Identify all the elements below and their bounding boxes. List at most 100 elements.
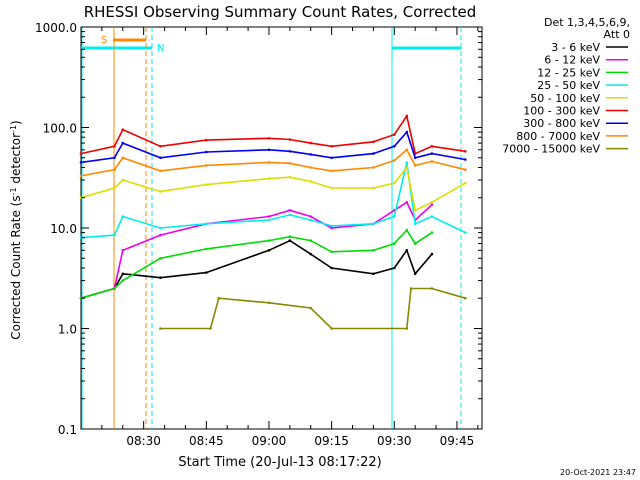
series-0-point-13 — [430, 252, 434, 256]
series-6-point-7 — [309, 153, 313, 156]
legend-label-0: 3 - 6 keV — [551, 41, 600, 54]
x-axis-label: Start Time (20-Jul-13 08:17:22) — [178, 455, 381, 470]
series-6-point-10 — [393, 145, 396, 148]
series-3-point-2 — [121, 215, 125, 218]
series-line-1 — [80, 201, 433, 299]
legend-label-7: 800 - 7000 keV — [516, 130, 600, 143]
series-7-point-1 — [113, 168, 116, 171]
series-7-point-8 — [330, 169, 333, 173]
series-1-point-2 — [121, 249, 125, 252]
series-8-point-9 — [464, 296, 467, 300]
timestamp: 20-Oct-2021 23:47 — [560, 468, 636, 477]
series-3-point-8 — [330, 224, 333, 228]
series-5-point-2 — [121, 128, 125, 131]
series-0-point-10 — [393, 266, 396, 270]
series-4-point-14 — [464, 181, 467, 185]
legend-header-1: Det 1,3,4,5,6,9, — [544, 16, 630, 29]
series-0-point-2 — [121, 272, 125, 276]
series-2-point-1 — [113, 287, 116, 290]
series-5-point-7 — [309, 141, 313, 145]
y-axis-label-main: Corrected Count Rate (s — [9, 195, 23, 339]
series-6-point-8 — [330, 156, 333, 160]
series-3-point-3 — [159, 226, 162, 230]
series-4-point-12 — [413, 209, 417, 212]
legend-label-3: 25 - 50 keV — [537, 79, 600, 92]
series-6-point-9 — [372, 152, 375, 155]
marker-n: N — [157, 43, 164, 54]
series-6-point-3 — [159, 156, 162, 160]
series-5-point-11 — [405, 114, 409, 118]
series-6-point-5 — [267, 148, 271, 152]
y-tick-label-3: 1.0 — [58, 323, 77, 337]
series-3-point-12 — [413, 222, 417, 226]
series-8-point-4 — [309, 306, 313, 310]
series-1-point-7 — [309, 215, 313, 218]
y-axis: 1000.0 100.0 10.0 1.0 0.1 — [35, 21, 482, 437]
x-tick-label-3: 09:15 — [314, 434, 349, 448]
series-2-point-6 — [288, 235, 292, 238]
series-7-point-0 — [79, 174, 83, 178]
series-5-point-10 — [393, 133, 396, 136]
series-7-point-4 — [205, 164, 208, 167]
series-5-point-0 — [79, 152, 83, 155]
series-8-point-1 — [209, 327, 212, 330]
series-3-point-7 — [309, 218, 313, 222]
y-axis-label-sup2: -1 — [9, 125, 18, 133]
series-5-point-3 — [159, 145, 162, 148]
series-line-0 — [80, 239, 433, 299]
series-0-point-5 — [267, 249, 271, 252]
series-8-point-5 — [330, 327, 333, 330]
series-2-point-4 — [205, 247, 208, 251]
series-2-point-8 — [330, 250, 333, 254]
series-4-point-3 — [159, 190, 162, 193]
series-2-point-12 — [413, 242, 417, 245]
series-8-point-2 — [217, 296, 221, 300]
series-2-point-2 — [121, 279, 125, 282]
y-tick-label-2: 10.0 — [50, 222, 77, 236]
series-7-point-6 — [288, 162, 292, 165]
series-4-point-5 — [267, 177, 271, 180]
series-6-point-1 — [113, 156, 116, 160]
x-tick-label-4: 09:30 — [377, 434, 412, 448]
series-2-point-13 — [430, 231, 434, 234]
series-4-point-7 — [309, 180, 313, 183]
series-1-point-5 — [267, 215, 271, 218]
series-4-point-9 — [372, 186, 375, 190]
series-2-point-3 — [159, 257, 162, 260]
series-line-8 — [160, 287, 466, 330]
series-5-point-1 — [113, 145, 116, 148]
series-4-point-2 — [121, 178, 125, 182]
series-7-point-12 — [413, 164, 417, 167]
x-tick-label-2: 09:00 — [252, 434, 287, 448]
y-axis-label-mid: detector — [9, 133, 23, 188]
y-axis-label-end: ) — [9, 120, 23, 125]
series-6-point-2 — [121, 141, 125, 145]
series-5-point-8 — [330, 145, 333, 148]
series-5-point-13 — [430, 145, 434, 148]
series-6-point-4 — [205, 150, 208, 154]
y-tick-label-4: 0.1 — [58, 423, 77, 437]
series-7-point-13 — [430, 160, 434, 163]
y-axis-label: Corrected Count Rate (s-1 detector-1) — [9, 120, 24, 339]
series-4-point-1 — [113, 186, 116, 190]
legend-label-2: 12 - 25 keV — [537, 66, 600, 79]
series-3-point-4 — [205, 222, 208, 226]
series-2-point-11 — [405, 228, 409, 232]
series-1-point-11 — [405, 201, 409, 204]
series-0-point-8 — [330, 266, 333, 270]
series-group — [79, 114, 467, 330]
series-0-point-3 — [159, 276, 162, 280]
legend-label-8: 7000 - 15000 keV — [502, 143, 600, 156]
series-6-point-13 — [430, 152, 434, 155]
series-2-point-7 — [309, 239, 313, 242]
x-tick-label-1: 08:45 — [189, 434, 224, 448]
series-2-point-10 — [393, 242, 396, 245]
series-7-point-5 — [267, 161, 271, 164]
series-line-2 — [80, 228, 433, 299]
series-4-point-10 — [393, 181, 396, 185]
series-4-point-6 — [288, 175, 292, 179]
series-8-point-7 — [409, 287, 413, 290]
legend-label-4: 50 - 100 keV — [530, 92, 600, 105]
series-4-point-4 — [205, 183, 208, 186]
